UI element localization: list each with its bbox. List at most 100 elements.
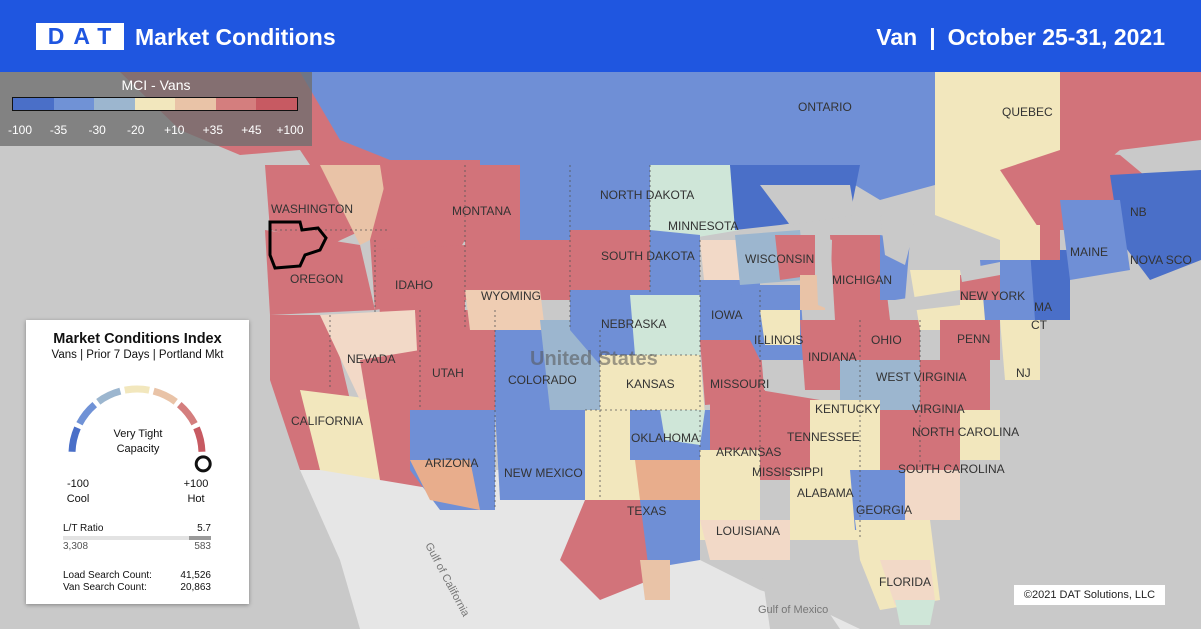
place-label: ALABAMA [797, 486, 854, 500]
gauge-max-value: +100 [183, 478, 209, 490]
card-subtitle: Vans | Prior 7 Days | Portland Mkt [51, 349, 224, 361]
region-nebraska-east [630, 295, 700, 355]
state-borders [270, 165, 921, 540]
region-vermont [1000, 225, 1040, 260]
region-kansas [600, 355, 705, 415]
gauge-segment [124, 385, 150, 394]
place-label: KANSAS [626, 377, 675, 391]
region-manitoba [610, 72, 710, 165]
region-new-jersey [1000, 320, 1040, 380]
selected-market-outline[interactable] [268, 220, 328, 270]
region-michigan [830, 235, 890, 320]
equipment-type: Van [876, 24, 918, 50]
place-label: OREGON [290, 272, 343, 286]
region-illinois-mid [760, 310, 800, 345]
region-central-florida [880, 560, 935, 605]
region-texas-border [640, 560, 670, 600]
region-ohio [860, 320, 920, 370]
place-label: NORTH CAROLINA [912, 425, 1019, 439]
place-label: NJ [1016, 366, 1031, 380]
region-missouri [700, 340, 765, 405]
place-label: VIRGINIA [912, 402, 965, 416]
region-nb [1110, 170, 1201, 280]
region-new-mexico [495, 410, 585, 500]
place-label: MAINE [1070, 245, 1108, 259]
market-conditions-card: Market Conditions Index Vans | Prior 7 D… [26, 320, 249, 604]
place-label: UTAH [432, 366, 464, 380]
page-title: Market Conditions [135, 24, 336, 50]
map-labels: United States ONTARIO QUEBEC NORTH DAKOT… [271, 100, 1192, 620]
region-arkansas-south [700, 450, 760, 540]
legend-ticks: -100 -35 -30 -20 +10 +35 +45 +100 [0, 123, 312, 139]
place-label: LOUISIANA [716, 524, 780, 538]
legend-swatch [256, 98, 298, 110]
region-alberta [300, 72, 480, 160]
place-label: INDIANA [808, 350, 857, 364]
lake-superior [760, 185, 855, 225]
legend-tick: +45 [241, 123, 262, 137]
copyright-notice: ©2021 DAT Solutions, LLC [1014, 585, 1165, 605]
mci-gauge [68, 385, 212, 473]
legend-tick: +100 [276, 123, 304, 137]
legend-swatch [175, 98, 216, 110]
place-label: ILLINOIS [754, 333, 803, 347]
lt-ratio-label: L/T Ratio [63, 523, 104, 534]
gauge-segment [96, 387, 122, 405]
legend-tick: -30 [88, 123, 106, 137]
region-maine [1060, 200, 1130, 280]
place-label: Gulf of Mexico [758, 604, 828, 616]
region-dallas [635, 460, 700, 500]
region-wisconsin-east [775, 235, 815, 280]
place-label: NEW MEXICO [504, 466, 583, 480]
gauge-status: Very Tight Capacity [113, 428, 163, 455]
place-label: MONTANA [452, 204, 511, 218]
region-alabama [790, 470, 860, 540]
place-label: QUEBEC [1002, 105, 1053, 119]
date-range: October 25-31, 2021 [947, 24, 1165, 50]
lt-trucks: 583 [194, 541, 211, 552]
gulf-of-mexico-water [760, 560, 840, 629]
region-arkansas [710, 390, 770, 450]
region-massachusetts [1030, 250, 1070, 320]
load-search-value: 41,526 [180, 570, 211, 581]
region-idaho [375, 245, 465, 315]
region-quebec-south [1000, 150, 1150, 230]
region-wyoming-north [465, 240, 570, 300]
region-pennsylvania [940, 320, 1000, 360]
gauge-indicator [194, 455, 212, 473]
place-label: IOWA [711, 308, 743, 322]
place-label: OHIO [871, 333, 902, 347]
place-label: TEXAS [627, 504, 666, 518]
region-nyc [960, 275, 1000, 300]
region-nh [1040, 225, 1060, 260]
place-label: NEBRASKA [601, 317, 666, 331]
gauge-segment [176, 401, 198, 426]
gauge-max: +100 Hot [171, 477, 221, 507]
map-canvas[interactable]: United States ONTARIO QUEBEC NORTH DAKOT… [0, 72, 1201, 629]
legend-tick: -35 [49, 123, 68, 137]
lt-ratio-value: 5.7 [197, 523, 211, 534]
place-label: FLORIDA [879, 575, 931, 589]
place-label: MISSISSIPPI [752, 465, 823, 479]
place-label: IDAHO [395, 278, 433, 292]
place-label: NOVA SCO [1130, 253, 1192, 267]
region-s-california [300, 390, 380, 480]
gauge-min: -100 Cool [53, 477, 103, 507]
region-phoenix [410, 460, 480, 510]
gauge-segment [152, 387, 178, 405]
van-search-value: 20,863 [180, 582, 211, 593]
lake-erie [895, 290, 960, 312]
legend-swatch [13, 98, 54, 110]
region-tennessee [810, 400, 880, 470]
region-saskatchewan [480, 72, 610, 165]
region-coastal-carolina [960, 410, 1000, 460]
legend-tick: -20 [127, 123, 145, 137]
market-map[interactable]: United States ONTARIO QUEBEC NORTH DAKOT… [0, 72, 1201, 629]
place-label: MA [1034, 300, 1052, 314]
region-oklahoma-city [660, 410, 705, 445]
place-label: TENNESSEE [787, 430, 860, 444]
legend-swatch [53, 98, 95, 110]
place-label: WASHINGTON [271, 202, 353, 216]
mci-legend: MCI - Vans -100 -35 -30 -20 +10 +35 +45 +100 [0, 72, 312, 146]
place-label: ONTARIO [798, 100, 852, 114]
